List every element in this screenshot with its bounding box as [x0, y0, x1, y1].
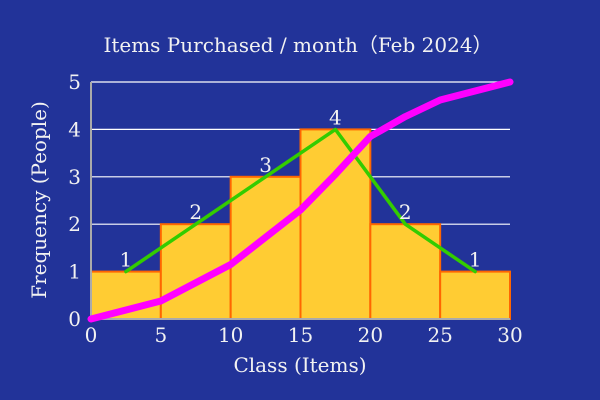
data-label-2: 2	[189, 200, 202, 224]
y-tick-label-3: 3	[68, 165, 81, 189]
y-tick-label-0: 0	[68, 307, 81, 331]
y-tick-label-4: 4	[68, 117, 81, 141]
ticks-layer: 0 5 10 15 20 25 30 0 1 2 3 4 5	[68, 70, 522, 347]
frequency-polygon-line	[124, 127, 477, 274]
y-tick-label-5: 5	[68, 70, 81, 94]
cumulative-frequency-line	[87, 78, 514, 323]
data-label-5: 2	[399, 200, 412, 224]
data-label-4: 4	[329, 105, 342, 129]
y-tick-label-2: 2	[68, 212, 81, 236]
y-tick-label-1: 1	[68, 260, 81, 284]
data-label-3: 3	[259, 153, 272, 177]
x-tick-label-30: 30	[497, 323, 522, 347]
x-tick-label-15: 15	[288, 323, 313, 347]
data-label-6: 1	[469, 248, 482, 272]
labels-layer: 1 2 3 4 2 1	[120, 105, 482, 271]
axes-layer	[90, 82, 510, 320]
x-axis-label: Class (Items)	[233, 353, 366, 377]
x-tick-label-10: 10	[218, 323, 243, 347]
histogram-bar-3	[229, 175, 302, 320]
chart-title: Items Purchased / month（Feb 2024）	[103, 33, 492, 57]
y-axis-label: Frequency (People)	[27, 101, 51, 299]
x-tick-label-25: 25	[427, 323, 452, 347]
lines-layer	[87, 78, 514, 323]
x-tick-label-5: 5	[154, 323, 167, 347]
histogram-bar-4	[299, 128, 372, 320]
x-tick-label-20: 20	[358, 323, 383, 347]
histogram-bar-6	[439, 270, 511, 321]
histogram-bar-5	[369, 223, 442, 320]
x-tick-label-0: 0	[85, 323, 98, 347]
data-label-1: 1	[120, 248, 133, 272]
